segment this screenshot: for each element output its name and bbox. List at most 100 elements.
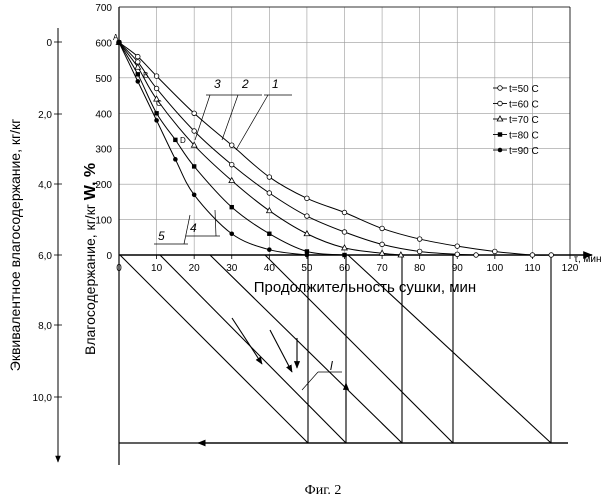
data-point: [154, 86, 159, 91]
data-point: [267, 208, 273, 213]
grid-lines: [119, 7, 570, 255]
diagonal-arrow-a: [232, 318, 262, 364]
curve-label: 1: [272, 77, 279, 91]
data-point: [493, 249, 498, 254]
data-point: [455, 252, 460, 257]
data-point: [380, 242, 385, 247]
x-tick-label: 20: [189, 263, 201, 274]
point-label: B: [143, 71, 148, 80]
left-y-axis-title: Эквивалентное влагосодержание, кг/кг: [7, 119, 23, 371]
y-tick-label: 500: [95, 74, 112, 85]
x-tick-label: 80: [414, 263, 426, 274]
data-point: [192, 111, 197, 116]
data-point: [497, 116, 503, 121]
data-curves: [116, 39, 553, 257]
data-point: [417, 237, 422, 242]
y-tick-label: 400: [95, 109, 112, 120]
data-point: [267, 175, 272, 180]
y-tick-label: 300: [95, 145, 112, 156]
data-point: [136, 72, 140, 76]
data-point: [417, 249, 422, 254]
curve-label-leader: [195, 95, 210, 140]
data-point: [342, 230, 347, 235]
data-point: [455, 244, 460, 249]
data-point: [474, 253, 479, 258]
data-point: [267, 247, 272, 252]
y-tick-label: 0: [106, 251, 112, 262]
curve-label: 4: [190, 221, 197, 235]
data-point: [498, 86, 503, 91]
diagonal-arrow-b: [270, 330, 292, 372]
data-point: [154, 111, 158, 115]
data-point: [498, 148, 503, 153]
legend-label: t=80 C: [509, 131, 539, 142]
x-tick-label: 100: [486, 263, 503, 274]
data-point: [530, 253, 535, 258]
point-label: C: [156, 99, 162, 108]
left-tick-label: 0: [46, 38, 52, 49]
data-point: [498, 101, 503, 106]
y-tick-label: 700: [95, 3, 112, 14]
data-point: [305, 253, 310, 258]
right-y-axis-title: Влагосодержание, кг/кг W, %: [82, 163, 99, 355]
right-y-axis-title-text: Влагосодержание, кг/кг: [82, 200, 98, 355]
data-point: [192, 164, 196, 168]
x-tick-label: 50: [301, 263, 313, 274]
x-unit-label: τ, мин: [574, 254, 602, 265]
curve-label: 3: [214, 77, 221, 91]
left-tick-label: 10,0: [33, 393, 53, 404]
data-point: [154, 118, 159, 123]
l-label: l: [330, 359, 333, 373]
x-tick-label: 70: [377, 263, 389, 274]
x-tick-label: 40: [264, 263, 276, 274]
curve-label-leader: [215, 210, 216, 236]
legend: t=50 C t=60 C t=70 C t=80 C t=90 C: [493, 84, 539, 157]
point-label: D: [180, 136, 186, 145]
figure-caption: Фиг. 2: [305, 483, 342, 498]
data-point: [135, 79, 140, 84]
x-tick-label: 110: [524, 263, 540, 274]
tick-labels: 0102030405060708090100110120010020030040…: [33, 3, 579, 404]
data-point: [267, 191, 272, 196]
y-tick-label: 600: [95, 38, 112, 49]
right-y-axis-title-bold: W, %: [82, 163, 99, 200]
left-tick-label: 2,0: [38, 110, 52, 121]
left-tick-label: 4,0: [38, 180, 52, 191]
left-tick-label: 8,0: [38, 321, 52, 332]
data-point: [305, 214, 310, 219]
left-tick-label: 6,0: [38, 251, 52, 262]
data-point: [135, 54, 140, 59]
data-point: [192, 192, 197, 197]
legend-label: t=50 C: [509, 84, 539, 95]
data-point: [267, 232, 271, 236]
point-label: A: [113, 33, 119, 42]
x-axis-title: Продолжительность сушки, мин: [254, 279, 476, 296]
data-point: [173, 157, 178, 162]
curve-label-leader: [222, 95, 238, 140]
data-point: [380, 226, 385, 231]
data-point: [192, 129, 197, 134]
x-tick-label: 0: [116, 263, 122, 274]
curve-label: 5: [158, 229, 165, 243]
data-point: [229, 143, 234, 148]
data-point: [173, 138, 177, 142]
x-tick-label: 10: [151, 263, 163, 274]
data-point: [342, 253, 346, 257]
data-point: [229, 231, 234, 236]
series-3: [116, 39, 403, 257]
legend-label: t=90 C: [509, 146, 539, 157]
data-point: [498, 132, 502, 136]
data-point: [342, 210, 347, 215]
legend-label: t=70 C: [509, 115, 539, 126]
legend-label: t=60 C: [509, 100, 539, 111]
data-point: [229, 162, 234, 167]
l-label-leader: [302, 372, 318, 390]
curve-label: 2: [241, 77, 249, 91]
data-point: [230, 205, 234, 209]
curve-label-leader: [236, 95, 268, 150]
data-point: [305, 196, 310, 201]
data-point: [549, 253, 554, 258]
x-tick-label: 60: [339, 263, 351, 274]
data-point: [154, 74, 159, 79]
